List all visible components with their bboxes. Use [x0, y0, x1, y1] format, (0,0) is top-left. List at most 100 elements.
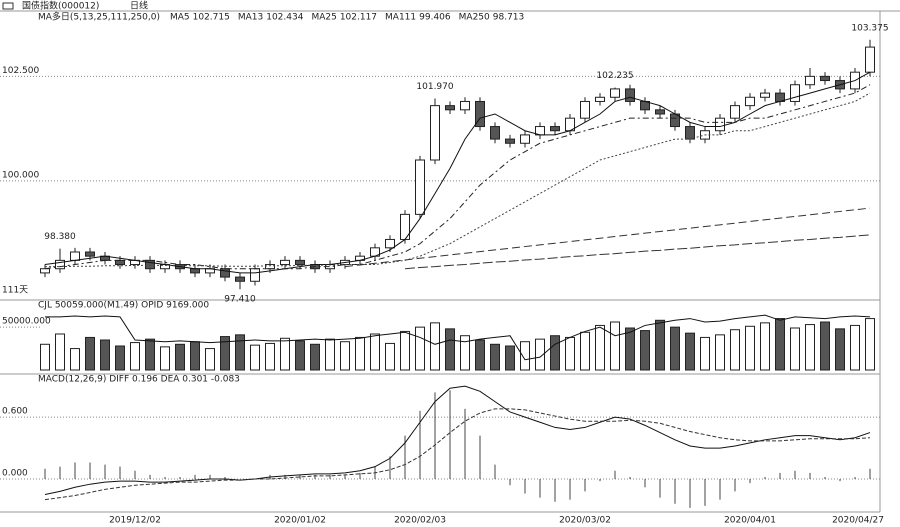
volume-bar: [190, 341, 200, 371]
y-tick-label: 100.000: [2, 170, 39, 180]
volume-bar: [265, 342, 275, 371]
candle-body: [625, 88, 635, 102]
legend-value: 102.715: [193, 13, 230, 23]
volume-bar: [295, 340, 305, 371]
volume-bar: [220, 336, 230, 371]
volume-bar: [550, 335, 560, 371]
candle-body: [730, 105, 740, 119]
candle-body: [610, 88, 620, 98]
volume-bar: [130, 342, 140, 371]
volume-bar: [385, 342, 395, 371]
volume-bar: [400, 330, 410, 371]
candle-body: [595, 96, 605, 102]
volume-title: CJL 50059.000(M1.49) OPID 9169.000: [38, 301, 209, 311]
volume-bar: [775, 318, 785, 371]
candle-body: [385, 238, 395, 249]
volume-bar: [595, 324, 605, 371]
volume-bar: [70, 348, 80, 371]
candle-body: [85, 251, 95, 257]
volume-bar: [520, 341, 530, 371]
chart-title[interactable]: 国债指数(000012): [22, 0, 99, 12]
x-tick-label: 2020/02/03: [394, 516, 446, 526]
candle-body: [445, 105, 455, 111]
y-tick-label: 0.000: [2, 469, 28, 479]
menu-icon[interactable]: [2, 2, 14, 10]
volume-bar: [325, 338, 335, 371]
volume-bar: [175, 343, 185, 371]
x-tick-label: 2020/03/02: [559, 516, 611, 526]
volume-bar: [580, 331, 590, 371]
candle-body: [820, 75, 830, 82]
candle-body: [790, 84, 800, 102]
candle-body: [220, 268, 230, 278]
volume-bar: [700, 336, 710, 371]
legend-value: 98.713: [493, 13, 525, 23]
legend-name: MA250: [459, 13, 490, 23]
legend-name: MA111: [385, 13, 416, 23]
volume-bar: [790, 327, 800, 371]
volume-bar: [835, 328, 845, 371]
volume-bar: [235, 334, 245, 371]
candle-body: [250, 268, 260, 282]
candle-body: [265, 264, 275, 270]
volume-bar: [655, 319, 665, 371]
candle-body: [685, 126, 695, 140]
candle-body: [40, 268, 50, 274]
ma-line: [44, 71, 871, 274]
candle-body: [745, 96, 755, 107]
ma-line: [344, 207, 871, 268]
volume-bar: [310, 343, 320, 371]
high-label: 98.380: [44, 232, 76, 242]
candle-body: [490, 126, 500, 140]
candle-body: [760, 92, 770, 98]
volume-bar: [685, 332, 695, 371]
volume-bar: [565, 336, 575, 371]
volume-bar: [280, 337, 290, 371]
high-label: 103.375: [851, 23, 888, 33]
legend-value: 102.434: [266, 13, 303, 23]
candle-body: [460, 100, 470, 111]
volume-bar: [490, 343, 500, 371]
volume-bar: [55, 333, 65, 371]
candle-body: [505, 138, 515, 144]
candle-body: [805, 75, 815, 86]
volume-bar: [445, 328, 455, 371]
y-tick-label: 50000.000: [2, 317, 51, 327]
volume-bar: [340, 341, 350, 371]
legend-name: MA13: [238, 13, 263, 23]
dea-line: [44, 408, 871, 501]
high-label: 101.970: [416, 82, 453, 92]
macd-title: MACD(12,26,9) DIFF 0.196 DEA 0.301 -0.08…: [38, 375, 240, 385]
x-tick-label: 2020/04/27: [832, 516, 884, 526]
volume-bar: [430, 322, 440, 371]
volume-bar: [250, 344, 260, 371]
candle-body: [235, 276, 245, 282]
volume-bar: [865, 318, 875, 371]
indicator-label: MA多日(5,13,25,111,250,0): [38, 11, 160, 23]
candle-body: [715, 117, 725, 132]
volume-bar: [370, 333, 380, 371]
candle-body: [70, 251, 80, 261]
legend-value: 99.406: [419, 13, 451, 23]
volume-bar: [460, 335, 470, 371]
candle-body: [520, 134, 530, 144]
volume-bar: [730, 329, 740, 371]
volume-bar: [850, 324, 860, 371]
volume-bar: [760, 322, 770, 371]
volume-bar: [820, 321, 830, 371]
volume-line: [45, 314, 871, 361]
period[interactable]: 日线: [130, 0, 148, 12]
x-tick-label: 2020/01/02: [274, 516, 326, 526]
volume-bar: [160, 346, 170, 371]
high-label: 102.235: [596, 71, 633, 81]
volume-bar: [505, 345, 515, 371]
volume-bar: [715, 334, 725, 371]
volume-bar: [40, 343, 50, 371]
volume-bar: [85, 336, 95, 371]
volume-bar: [415, 326, 425, 371]
volume-bar: [745, 325, 755, 371]
volume-bar: [610, 321, 620, 371]
legend-name: MA5: [170, 13, 190, 23]
period-note: 111天: [2, 286, 28, 296]
